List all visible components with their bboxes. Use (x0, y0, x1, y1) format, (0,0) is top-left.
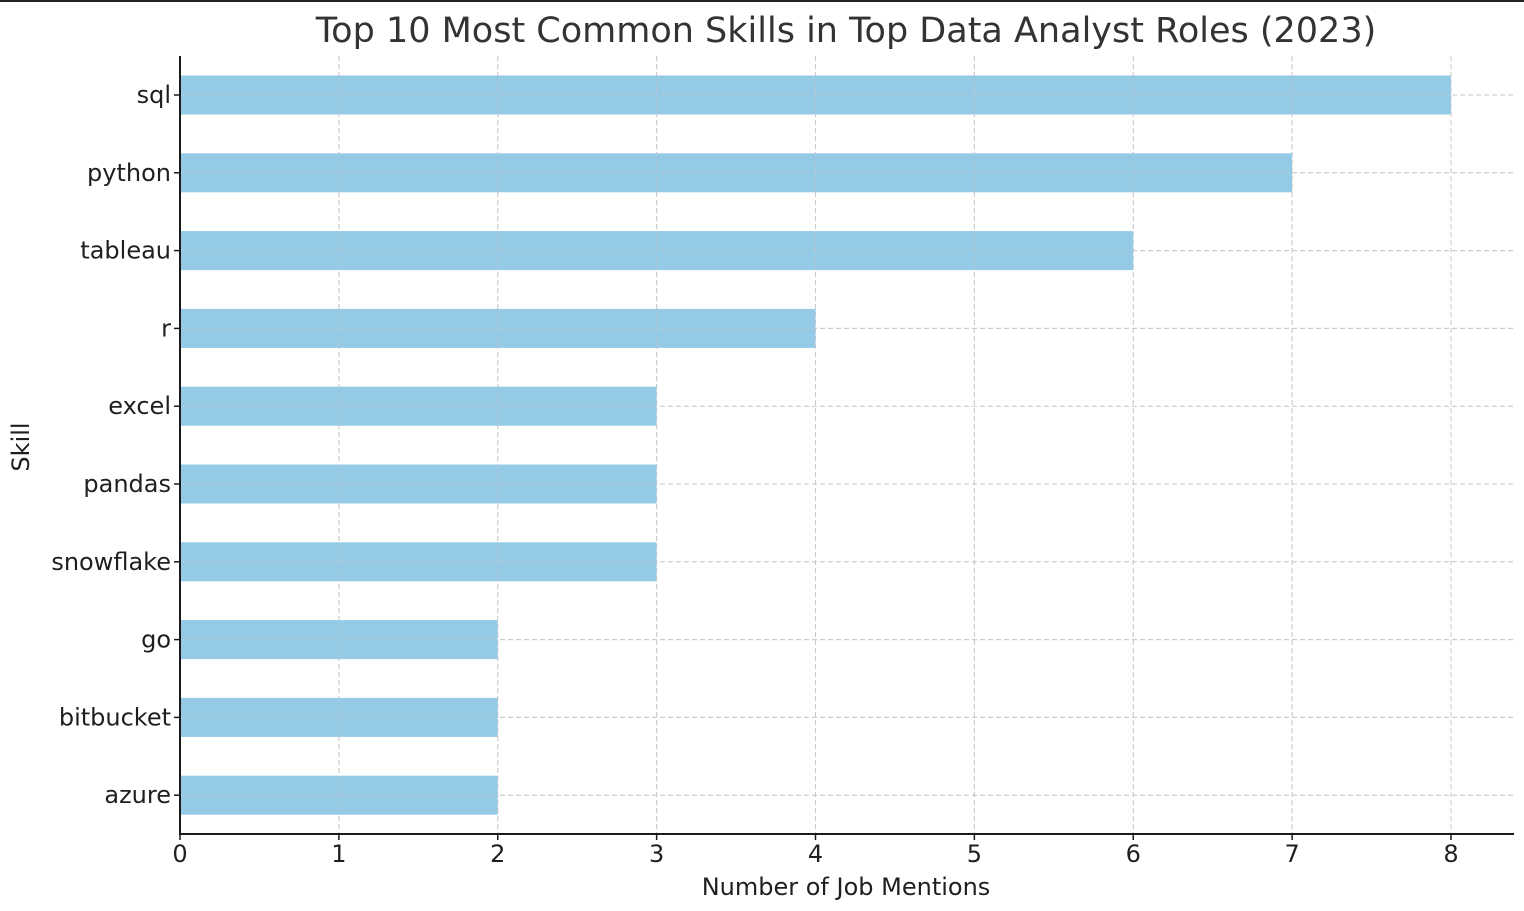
top-border-line (0, 0, 1524, 2)
x-tick-label: 8 (1443, 840, 1458, 868)
y-tick-label: python (87, 159, 171, 187)
y-tick-label: pandas (83, 470, 171, 498)
y-tick-label: sql (137, 81, 171, 109)
x-tick-label: 6 (1126, 840, 1141, 868)
grid-overlay (180, 56, 1514, 834)
x-tick-label: 0 (172, 840, 187, 868)
x-tick-label: 3 (649, 840, 664, 868)
y-tick-label: snowflake (51, 548, 171, 576)
bar-excel (180, 386, 657, 426)
bar-snowflake (180, 542, 657, 582)
x-axis-title: Number of Job Mentions (702, 873, 991, 901)
x-tick-label: 7 (1284, 840, 1299, 868)
y-tick-label: bitbucket (59, 703, 171, 731)
x-axis-ticks: 0 1 2 3 4 5 6 7 8 (172, 834, 1459, 868)
y-tick-label: excel (108, 392, 171, 420)
x-tick-label: 4 (808, 840, 823, 868)
y-tick-label: tableau (80, 237, 171, 265)
y-axis-title: Skill (7, 422, 35, 471)
y-tick-label: azure (104, 781, 171, 809)
x-tick-label: 2 (490, 840, 505, 868)
y-tick-label: r (161, 314, 171, 342)
y-axis-ticks: sql python tableau r excel pandas snowflake go b… (51, 81, 180, 809)
y-tick-label: go (141, 626, 171, 654)
bar-pandas (180, 464, 657, 504)
x-tick-label: 5 (967, 840, 982, 868)
chart-title: Top 10 Most Common Skills in Top Data An… (315, 11, 1377, 51)
x-tick-label: 1 (331, 840, 346, 868)
